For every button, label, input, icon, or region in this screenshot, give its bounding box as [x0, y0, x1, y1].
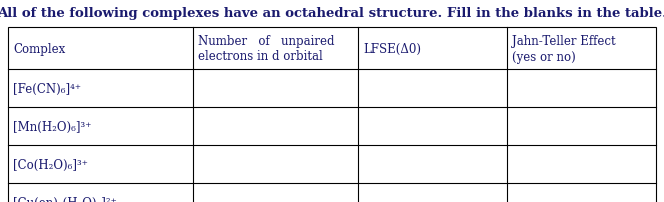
Text: [Mn(H₂O)₆]³⁺: [Mn(H₂O)₆]³⁺ — [13, 120, 92, 133]
Text: [Cu(en)₂(H₂O)₂]²⁺: [Cu(en)₂(H₂O)₂]²⁺ — [13, 196, 117, 202]
Text: [Fe(CN)₆]⁴⁺: [Fe(CN)₆]⁴⁺ — [13, 82, 81, 95]
Text: All of the following complexes have an octahedral structure. Fill in the blanks : All of the following complexes have an o… — [0, 6, 664, 19]
Text: LFSE(Δ0): LFSE(Δ0) — [363, 42, 421, 55]
Text: Jahn-Teller Effect
(yes or no): Jahn-Teller Effect (yes or no) — [512, 34, 616, 63]
Text: [Co(H₂O)₆]³⁺: [Co(H₂O)₆]³⁺ — [13, 158, 88, 171]
Text: Number   of   unpaired
electrons in d orbital: Number of unpaired electrons in d orbita… — [198, 34, 334, 63]
Text: Complex: Complex — [13, 42, 65, 55]
